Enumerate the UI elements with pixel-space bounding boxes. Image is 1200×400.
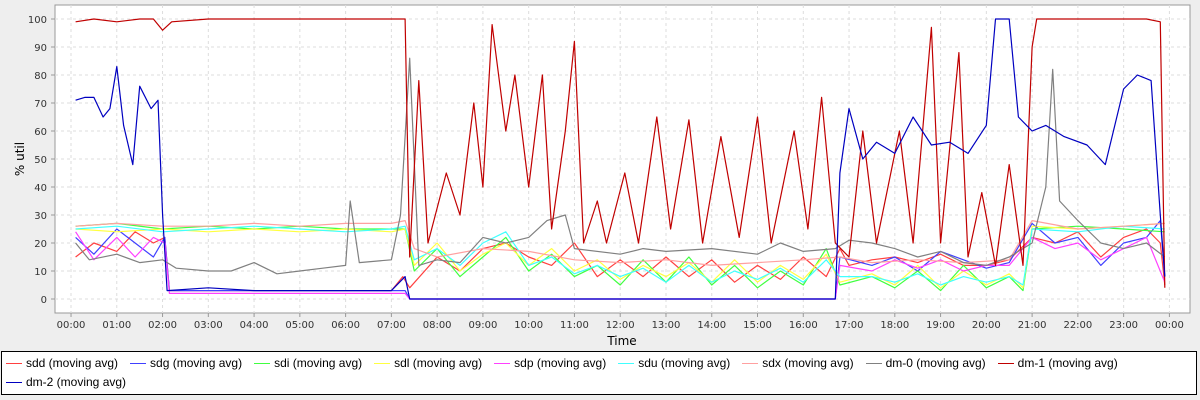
- legend-label: dm-2 (moving avg): [26, 375, 127, 389]
- x-tick-label: 11:00: [560, 320, 589, 331]
- y-tick-label: 10: [34, 267, 47, 278]
- legend-label: sdi (moving avg): [274, 356, 363, 370]
- x-tick-label: 12:00: [606, 320, 635, 331]
- legend-swatch: [618, 363, 635, 364]
- y-tick-label: 100: [28, 15, 47, 26]
- x-tick-label: 04:00: [240, 320, 269, 331]
- legend-swatch: [6, 363, 22, 364]
- legend-label: sdx (moving avg): [762, 356, 854, 370]
- x-tick-label: 22:00: [1063, 320, 1092, 331]
- series-line-sdl: [75, 222, 1165, 289]
- x-tick-label: 00:00: [1155, 320, 1184, 331]
- legend-label: dm-1 (moving avg): [1017, 356, 1118, 370]
- series-line-sdx: [75, 220, 1165, 266]
- x-tick-label: 21:00: [1018, 320, 1047, 331]
- legend-item: dm-1 (moving avg): [997, 355, 1118, 372]
- x-tick-label: 18:00: [880, 320, 909, 331]
- y-axis-label: % util: [13, 142, 27, 176]
- legend-item: sdg (moving avg): [130, 355, 242, 372]
- y-tick-label: 0: [41, 295, 47, 306]
- y-tick-label: 20: [34, 239, 47, 250]
- x-tick-label: 19:00: [926, 320, 955, 331]
- x-tick-label: 10:00: [514, 320, 543, 331]
- x-tick-label: 08:00: [423, 320, 452, 331]
- x-tick-label: 15:00: [743, 320, 772, 331]
- legend-item: sdx (moving avg): [742, 355, 854, 372]
- legend-label: sdl (moving avg): [394, 356, 483, 370]
- legend-swatch: [6, 382, 22, 383]
- x-tick-label: 05:00: [285, 320, 314, 331]
- legend-item: sdd (moving avg): [6, 355, 118, 372]
- x-axis: 00:00 01:00 02:00 03:00 04:00 05:00 06:00 07:00…: [57, 313, 1184, 331]
- series-line-dm-1: [75, 18, 1166, 288]
- x-tick-label: 07:00: [377, 320, 406, 331]
- legend-item: sdp (moving avg): [494, 355, 606, 372]
- y-tick-label: 50: [34, 155, 47, 166]
- series-line-dm-2: [75, 18, 1166, 300]
- legend-swatch: [865, 363, 882, 364]
- legend-swatch: [742, 363, 759, 364]
- x-tick-label: 09:00: [468, 320, 497, 331]
- y-axis: 0 10 20 30 40 50 60 70 80 90 100: [28, 15, 55, 306]
- legend-swatch: [997, 363, 1014, 364]
- line-chart: 0 10 20 30 40 50 60 70 80 90 100 00:00 01:00 02:00 03…: [13, 4, 1191, 348]
- legend-item: dm-2 (moving avg): [6, 374, 126, 391]
- legend-swatch: [254, 363, 271, 364]
- x-tick-label: 20:00: [972, 320, 1001, 331]
- legend-item: dm-0 (moving avg): [865, 355, 986, 372]
- legend-swatch: [494, 363, 511, 364]
- y-tick-label: 30: [34, 211, 47, 222]
- x-tick-label: 16:00: [789, 320, 818, 331]
- x-tick-label: 01:00: [102, 320, 131, 331]
- y-tick-label: 70: [34, 99, 47, 110]
- x-tick-label: 00:00: [57, 320, 86, 331]
- legend-swatch: [374, 363, 391, 364]
- series-lines: [75, 18, 1166, 300]
- series-line-sdp: [75, 231, 1166, 300]
- y-tick-label: 90: [34, 43, 47, 54]
- x-tick-label: 06:00: [331, 320, 360, 331]
- legend: sdd (moving avg) sdg (moving avg) sdi (mov…: [1, 351, 1197, 395]
- y-tick-label: 40: [34, 183, 47, 194]
- legend-item: sdl (moving avg): [374, 355, 482, 372]
- x-tick-label: 13:00: [652, 320, 681, 331]
- x-tick-label: 23:00: [1109, 320, 1138, 331]
- x-tick-label: 02:00: [148, 320, 177, 331]
- x-tick-label: 03:00: [194, 320, 223, 331]
- x-tick-label: 14:00: [697, 320, 726, 331]
- legend-label: sdp (moving avg): [514, 356, 607, 370]
- legend-item: sdu (moving avg): [618, 355, 730, 372]
- x-tick-label: 17:00: [835, 320, 864, 331]
- legend-label: sdg (moving avg): [150, 356, 243, 370]
- y-tick-label: 80: [34, 71, 47, 82]
- y-tick-label: 60: [34, 127, 47, 138]
- legend-label: dm-0 (moving avg): [885, 356, 986, 370]
- legend-swatch: [130, 363, 147, 364]
- legend-label: sdu (moving avg): [638, 356, 731, 370]
- legend-item: sdi (moving avg): [254, 355, 362, 372]
- series-line-sdu: [75, 225, 1165, 286]
- x-axis-label: Time: [606, 334, 636, 348]
- legend-label: sdd (moving avg): [26, 356, 119, 370]
